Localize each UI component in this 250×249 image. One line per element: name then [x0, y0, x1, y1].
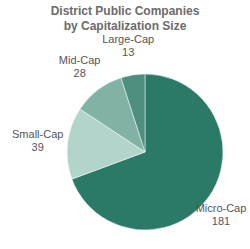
slice-category: Mid-Cap	[59, 54, 101, 66]
title-line: by Capitalization Size	[64, 19, 187, 33]
title: District Public Companiesby Capitalizati…	[51, 4, 200, 33]
labels: Micro-Cap181Small-Cap39Mid-Cap28Large-Ca…	[12, 33, 246, 226]
slice-label: Mid-Cap28	[59, 54, 101, 79]
slice-label: Large-Cap13	[102, 33, 154, 58]
title-line: District Public Companies	[51, 4, 200, 18]
slice-category: Large-Cap	[102, 33, 154, 45]
slice-label: Small-Cap39	[12, 128, 63, 153]
slice-category: Small-Cap	[12, 128, 63, 140]
slice-value: 181	[212, 215, 230, 227]
slice-value: 39	[32, 141, 44, 153]
slice-category: Micro-Cap	[196, 202, 247, 214]
slice	[121, 74, 145, 152]
slice-value: 28	[74, 67, 86, 79]
slice-label: Micro-Cap181	[196, 202, 247, 227]
chart: District Public Companiesby Capitalizati…	[0, 0, 250, 249]
slice-value: 13	[122, 46, 134, 58]
